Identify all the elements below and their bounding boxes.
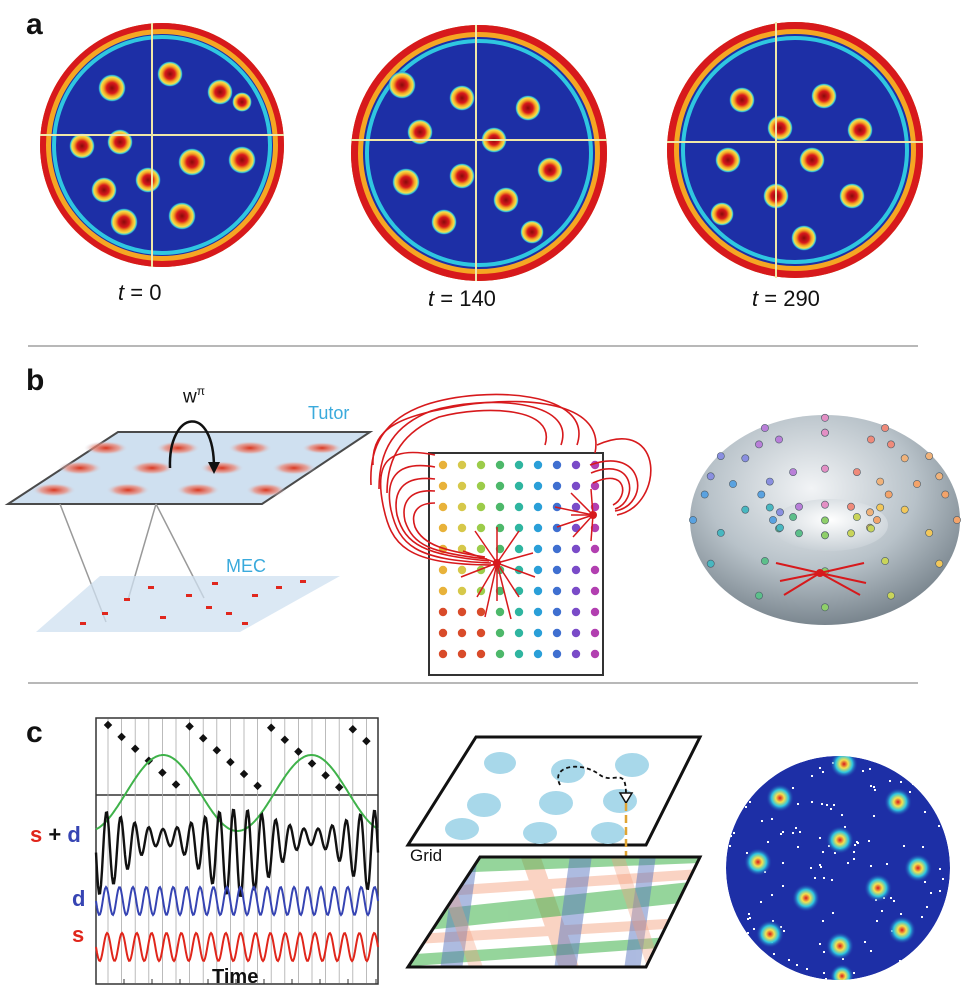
torus [689, 413, 961, 625]
divider-1 [28, 345, 918, 347]
time-label-1: t = 0 [118, 280, 162, 305]
time-label-3: t = 290 [752, 286, 820, 311]
label-d: d [72, 886, 86, 911]
label-s: s [72, 922, 85, 947]
grid-label: Grid [410, 846, 443, 865]
panel-letter-b: b [26, 364, 45, 397]
tutor-label: Tutor [308, 403, 350, 423]
grid-band-diagram [405, 735, 703, 969]
mec-label: MEC [226, 556, 266, 576]
divider-2 [28, 682, 918, 684]
label-s-plus-d: s + d [30, 822, 81, 847]
panel-letter-c: c [26, 716, 43, 749]
time-label-2: t = 140 [428, 286, 496, 311]
phase-signal-plot [94, 717, 380, 985]
time-axis-label: Time [212, 966, 259, 988]
tutor-mec-diagram [4, 420, 374, 632]
ratemap-t0 [40, 22, 923, 281]
final-ratemap [726, 756, 950, 980]
panel-letter-a: a [26, 8, 43, 41]
weight-label: wπ [183, 384, 206, 408]
neuron-lattice [370, 393, 652, 676]
